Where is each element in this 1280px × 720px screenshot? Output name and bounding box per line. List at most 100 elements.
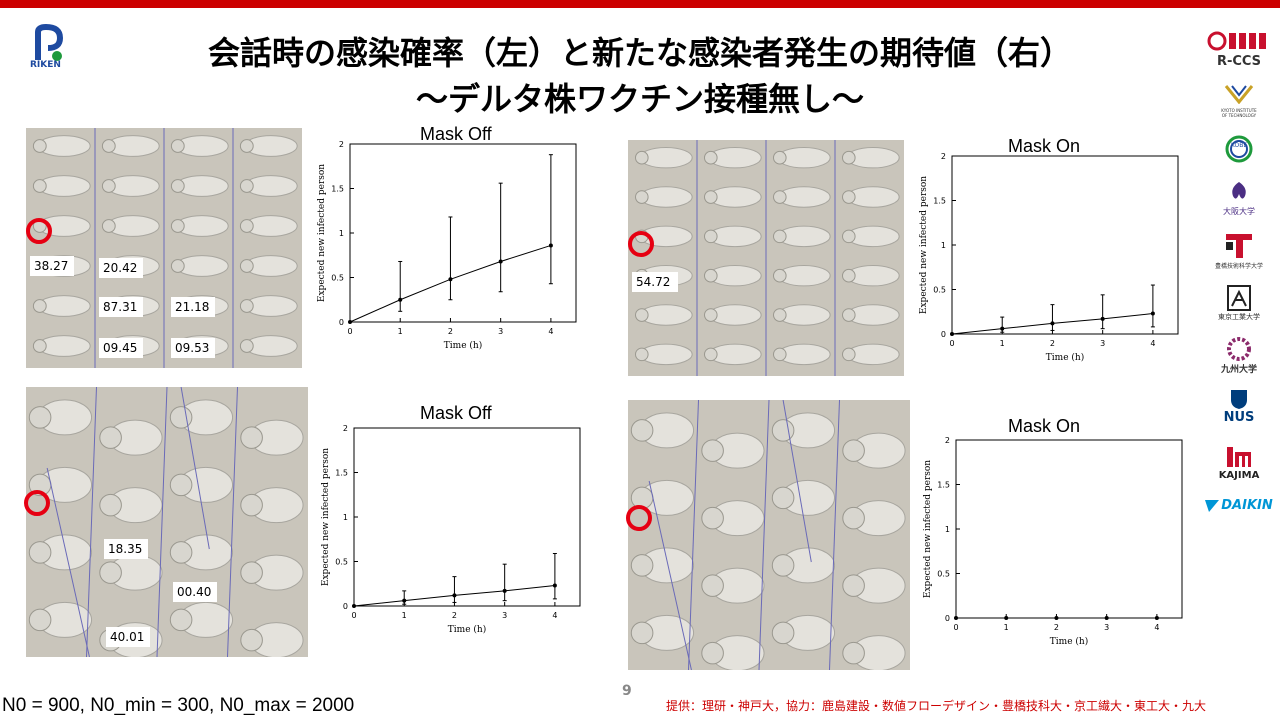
- simulation-image-bottom-left: [26, 387, 308, 657]
- person-figure: [239, 175, 298, 197]
- person-figure: [630, 412, 695, 449]
- y-tick-label: 0: [343, 602, 348, 611]
- kyoto-tech-logo: KYOTO INSTITUTE OF TECHNOLOGY: [1202, 84, 1276, 118]
- chart-title: Mask On: [1008, 136, 1081, 156]
- data-point: [402, 598, 407, 603]
- person-figure: [240, 554, 304, 591]
- person-figure: [701, 432, 765, 469]
- data-point: [452, 593, 457, 598]
- x-tick-label: 1: [402, 611, 407, 620]
- y-tick-label: 2: [941, 152, 946, 161]
- x-tick-label: 3: [502, 611, 507, 620]
- person-figure: [773, 186, 831, 208]
- person-figure: [771, 412, 836, 449]
- airflow-line: [46, 467, 90, 657]
- airflow-line: [648, 480, 692, 670]
- x-tick-label: 3: [498, 327, 503, 336]
- x-tick-label: 4: [1150, 339, 1155, 348]
- chart-title: Mask Off: [420, 124, 492, 144]
- person-figure: [773, 304, 831, 326]
- person-figure: [635, 146, 693, 169]
- data-point: [1054, 616, 1059, 620]
- person-figure: [704, 304, 762, 326]
- y-tick-label: 0.5: [933, 286, 946, 295]
- person-figure: [239, 255, 298, 277]
- person-figure: [635, 343, 693, 366]
- person-figure: [28, 601, 93, 638]
- probability-label: 21.18: [171, 297, 215, 317]
- infected-person-marker: [626, 505, 652, 531]
- person-figure: [169, 534, 234, 571]
- svg-text:KOBE: KOBE: [1231, 142, 1247, 149]
- data-point: [498, 259, 503, 264]
- y-tick-label: 1.5: [937, 481, 950, 490]
- y-axis-label: Expected new infected person: [919, 176, 929, 314]
- y-tick-label: 2: [339, 140, 344, 149]
- person-figure: [630, 479, 695, 516]
- person-figure: [239, 335, 298, 357]
- person-figure: [842, 500, 906, 537]
- probability-label: 20.42: [99, 258, 143, 278]
- riken-logo: [30, 23, 70, 74]
- x-tick-label: 2: [1050, 339, 1055, 348]
- person-figure: [704, 186, 762, 208]
- person-figure: [842, 186, 900, 208]
- x-tick-label: 4: [552, 611, 557, 620]
- tokyo-tech-logo: 東京工業大学: [1202, 284, 1276, 322]
- x-tick-label: 0: [949, 339, 954, 348]
- chart-mask-on-top: 0 1 2 3 4 0 0.5 1 1.5 2 Time (h) Expected new infec…: [919, 152, 1179, 363]
- person-figure: [842, 264, 900, 287]
- simulation-parameters: N0 = 900, N0_min = 300, N0_max = 2000: [2, 695, 355, 716]
- data-point: [1100, 316, 1105, 321]
- data-point: [552, 583, 557, 588]
- plot-frame: [353, 427, 581, 607]
- probability-label: 54.72: [632, 272, 678, 292]
- infected-person-marker: [628, 231, 654, 257]
- probability-label: 00.40: [173, 582, 217, 602]
- y-tick-label: 1.5: [335, 469, 348, 478]
- y-tick-label: 1.5: [933, 197, 946, 206]
- x-axis-label: Time (h): [1046, 352, 1084, 363]
- person-figure: [635, 186, 693, 208]
- person-figure: [704, 264, 762, 287]
- y-tick-label: 2: [945, 436, 950, 445]
- person-figure: [170, 135, 229, 157]
- data-point: [1154, 616, 1159, 620]
- data-point: [352, 604, 356, 608]
- partition-line: [829, 400, 840, 670]
- person-figure: [169, 399, 234, 436]
- person-figure: [239, 135, 298, 157]
- person-figure: [773, 343, 831, 366]
- probability-label: 09.45: [99, 338, 143, 358]
- person-figure: [704, 225, 762, 248]
- partition-line: [86, 387, 97, 657]
- y-axis-label: Expected new infected person: [317, 164, 327, 302]
- person-figure: [842, 567, 906, 604]
- person-figure: [28, 399, 93, 436]
- person-figure: [630, 614, 695, 651]
- data-point: [548, 243, 553, 248]
- y-tick-label: 0.5: [335, 558, 348, 567]
- person-figure: [704, 343, 762, 366]
- data-point: [348, 320, 352, 324]
- plot-frame: [955, 439, 1183, 619]
- person-figure: [239, 215, 298, 237]
- person-figure: [28, 534, 93, 571]
- person-figure: [701, 635, 765, 670]
- x-tick-label: 2: [452, 611, 457, 620]
- x-tick-label: 3: [1104, 623, 1109, 632]
- kobe-univ-logo: KOBE: [1202, 134, 1276, 168]
- person-figure: [842, 225, 900, 248]
- plot-frame: [349, 143, 577, 323]
- x-tick-label: 1: [398, 327, 403, 336]
- person-figure: [630, 547, 695, 584]
- partition-line: [758, 400, 770, 670]
- person-figure: [239, 295, 298, 317]
- person-figure: [842, 343, 900, 366]
- partition-line: [156, 387, 168, 657]
- person-figure: [701, 567, 765, 604]
- kyushu-univ-logo: 九州大学: [1202, 336, 1276, 375]
- y-tick-label: 1: [343, 513, 348, 522]
- page-number: 9: [622, 683, 632, 699]
- probability-label: 18.35: [104, 539, 148, 559]
